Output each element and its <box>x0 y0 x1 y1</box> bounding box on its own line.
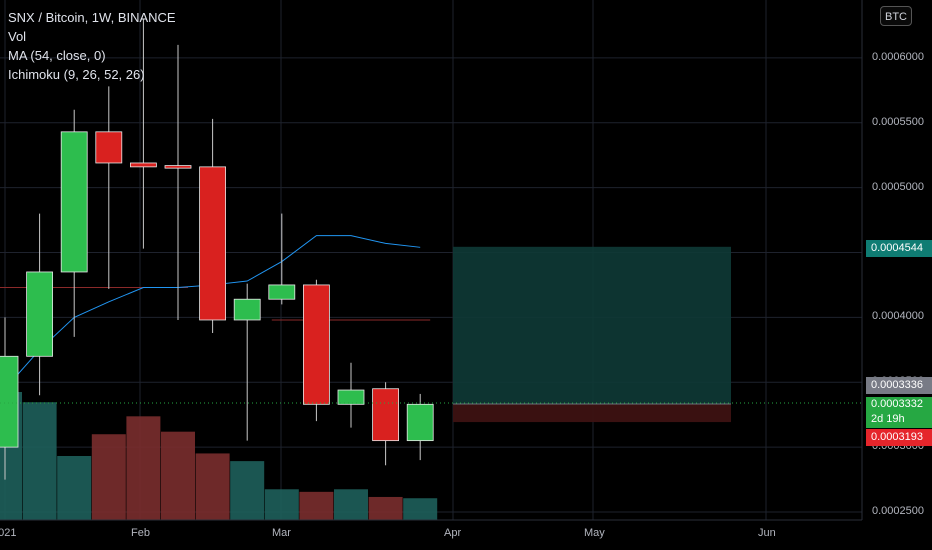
candle-body <box>268 284 296 300</box>
marker-price-label: 0.0003336 <box>866 377 932 394</box>
volume-bar <box>299 491 334 520</box>
last-price-label: 0.0003332 2d 19h <box>866 397 932 428</box>
volume-bar <box>368 496 403 520</box>
volume-bar <box>264 489 299 520</box>
time-tick: 2021 <box>0 527 17 539</box>
candle-body <box>199 166 227 321</box>
volume-bar <box>57 456 92 520</box>
bar-countdown: 2d 19h <box>871 413 905 425</box>
candle-body <box>95 131 123 164</box>
currency-button[interactable]: BTC <box>880 6 912 26</box>
target-price-label: 0.0004544 <box>866 240 932 257</box>
candlesticks <box>0 18 434 480</box>
candle-body <box>233 298 261 321</box>
legend-volume[interactable]: Vol <box>8 29 27 44</box>
price-tick: 0.0002500 <box>872 505 924 517</box>
price-tick: 0.0005500 <box>872 115 924 128</box>
time-tick: Mar <box>272 527 291 539</box>
last-price-value: 0.0003332 <box>871 398 923 410</box>
stop-price-label: 0.0003193 <box>866 429 932 446</box>
price-tick: 0.0005000 <box>872 180 924 193</box>
target-zone <box>453 246 731 405</box>
legend-ma[interactable]: MA (54, close, 0) <box>8 48 106 63</box>
price-tick: 0.0006000 <box>872 50 924 63</box>
volume-bars <box>0 392 438 520</box>
volume-bar <box>230 461 265 520</box>
time-tick: Apr <box>444 527 462 539</box>
time-tick: Jun <box>758 527 776 539</box>
volume-bar <box>334 489 368 520</box>
time-tick: May <box>584 527 605 539</box>
symbol-title[interactable]: SNX / Bitcoin, 1W, BINANCE <box>8 10 176 25</box>
candle-body <box>406 403 434 442</box>
candle-body <box>129 162 157 168</box>
candle-body <box>0 355 19 448</box>
time-tick: Feb <box>131 527 150 539</box>
price-tick: 0.0004000 <box>872 310 924 323</box>
stop-zone <box>453 404 731 423</box>
legend-ichimoku[interactable]: Ichimoku (9, 26, 52, 26) <box>8 67 145 82</box>
candle-body <box>60 131 88 273</box>
candle-body <box>26 271 54 357</box>
chart-legend: SNX / Bitcoin, 1W, BINANCE Vol MA (54, c… <box>8 8 176 84</box>
volume-bar <box>91 434 126 520</box>
candle-body <box>372 388 400 442</box>
long-position-tool <box>453 246 731 423</box>
volume-bar <box>126 416 161 520</box>
candle-body <box>164 165 192 169</box>
volume-bar <box>161 431 195 520</box>
volume-bar <box>195 453 230 520</box>
volume-bar <box>403 498 438 520</box>
candle-body <box>302 284 330 405</box>
volume-bar <box>22 402 57 520</box>
candle-body <box>337 389 365 405</box>
